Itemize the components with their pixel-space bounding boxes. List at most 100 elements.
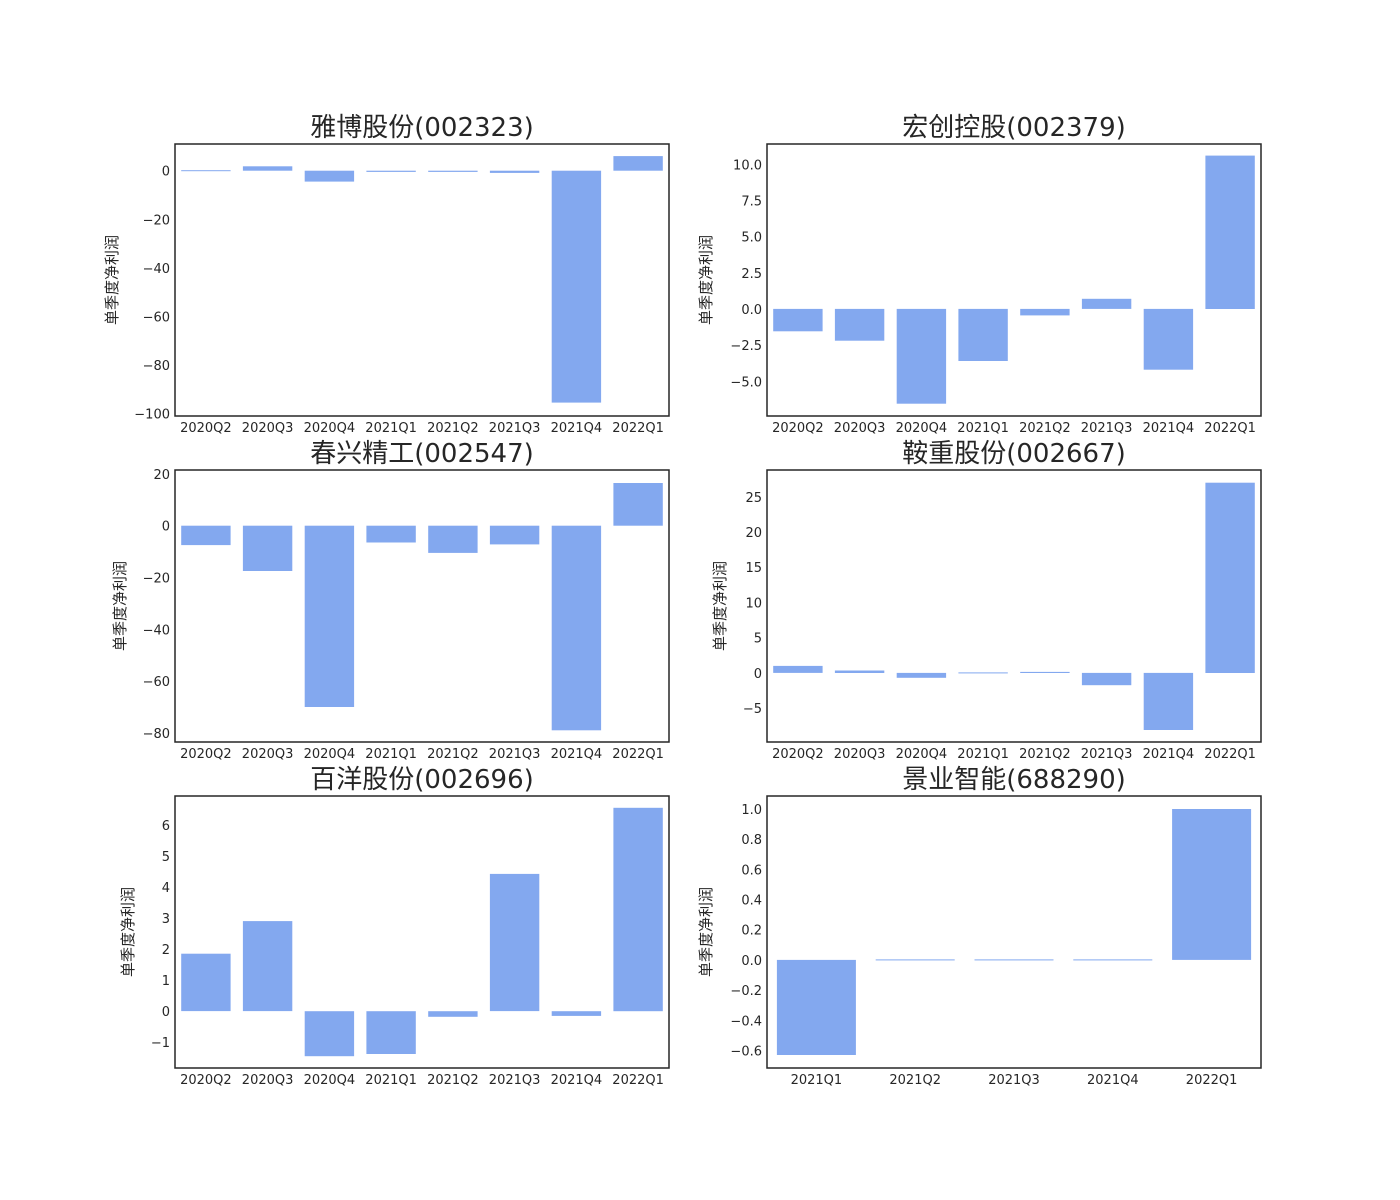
y-tick-label: −40 — [143, 623, 170, 638]
bar-2020Q4 — [896, 672, 947, 678]
x-tick-label: 2021Q1 — [791, 1073, 843, 1088]
bar-2021Q1 — [958, 672, 1008, 674]
bar-2021Q1 — [366, 525, 416, 543]
bar-2020Q2 — [181, 953, 231, 1012]
chart-panel-1: 2020Q2 2020Q3 2020Q4 2021Q1 2021Q2 2021Q3 2021… — [103, 113, 670, 436]
y-tick-label: 0.4 — [741, 894, 762, 909]
bar-2021Q3 — [1081, 298, 1132, 309]
x-tick-label: 2021Q2 — [427, 421, 479, 436]
y-tick-label: −2.5 — [730, 339, 762, 354]
y-tick-label: 0 — [162, 520, 170, 535]
bar-2020Q4 — [896, 308, 947, 404]
x-tick-label: 2021Q3 — [1081, 421, 1133, 436]
y-axis-label: 单季度净利润 — [119, 887, 137, 977]
bar-2021Q4 — [551, 1011, 602, 1016]
y-tick-label: −1 — [151, 1036, 170, 1051]
y-tick-label: 0.0 — [741, 303, 762, 318]
chart-panel-5: 2020Q2 2020Q3 2020Q4 2021Q1 2021Q2 2021Q3 2021… — [119, 765, 670, 1088]
x-tick-label: 2021Q4 — [1087, 1073, 1139, 1088]
x-tick-label: 2022Q1 — [1186, 1073, 1238, 1088]
bar-2021Q4 — [551, 170, 602, 403]
bar-2022Q1 — [1205, 155, 1255, 309]
x-tick-label: 2021Q3 — [489, 747, 541, 762]
y-tick-label: 10 — [745, 597, 762, 612]
bar-2022Q1 — [1172, 809, 1252, 960]
x-tick-label: 2020Q2 — [180, 747, 232, 762]
bar-2021Q3 — [489, 525, 540, 545]
y-tick-label: 7.5 — [741, 194, 762, 209]
y-tick-label: −5.0 — [730, 375, 762, 390]
chart-panel-6: 2021Q1 2021Q2 2021Q3 2021Q4 2022Q1 1.0 0.8 0.6 0… — [697, 765, 1262, 1088]
plot-frame — [174, 795, 670, 1069]
x-tick-label: 2020Q4 — [304, 421, 356, 436]
bar-2021Q2 — [428, 170, 478, 172]
bar-2022Q1 — [613, 156, 663, 171]
x-tick-label: 2020Q2 — [180, 421, 232, 436]
x-tick-label: 2021Q2 — [1019, 421, 1071, 436]
x-tick-label: 2021Q2 — [427, 1073, 479, 1088]
bar-2021Q4 — [551, 525, 602, 731]
x-tick-label: 2020Q3 — [242, 747, 294, 762]
chart-title: 雅博股份(002323) — [310, 113, 534, 143]
bar-2020Q2 — [773, 308, 823, 332]
y-axis-label: 单季度净利润 — [103, 235, 121, 325]
x-tick-label: 2021Q2 — [889, 1073, 941, 1088]
x-tick-label: 2021Q1 — [365, 421, 417, 436]
y-tick-label: 0 — [162, 165, 170, 180]
y-tick-label: 0 — [162, 1005, 170, 1020]
chart-title: 宏创控股(002379) — [902, 113, 1126, 143]
x-tick-label: 2021Q3 — [489, 1073, 541, 1088]
y-tick-label: 5 — [754, 632, 762, 647]
y-tick-label: 5 — [162, 850, 170, 865]
x-tick-label: 2021Q3 — [1081, 747, 1133, 762]
y-axis-label: 单季度净利润 — [697, 887, 715, 977]
x-tick-label: 2020Q4 — [304, 747, 356, 762]
x-tick-label: 2021Q1 — [957, 421, 1009, 436]
x-tick-label: 2022Q1 — [1204, 421, 1256, 436]
bar-2021Q1 — [958, 308, 1008, 361]
bar-2021Q3 — [489, 873, 540, 1012]
x-tick-label: 2022Q1 — [1204, 747, 1256, 762]
y-tick-label: 10.0 — [733, 158, 762, 173]
bar-2022Q1 — [613, 483, 663, 526]
bar-2021Q2 — [428, 1011, 478, 1017]
y-tick-label: 0.6 — [741, 863, 762, 878]
bar-2021Q1 — [366, 1011, 416, 1054]
plot-frame — [174, 469, 670, 743]
y-tick-label: −0.2 — [730, 984, 762, 999]
x-tick-label: 2021Q1 — [957, 747, 1009, 762]
bar-2020Q3 — [834, 308, 885, 341]
y-axis-label: 单季度净利润 — [697, 235, 715, 325]
bar-2021Q4 — [1143, 672, 1194, 730]
bar-2020Q3 — [242, 525, 293, 571]
bar-2021Q1 — [366, 170, 416, 172]
y-tick-label: −0.4 — [730, 1014, 762, 1029]
bar-2020Q4 — [304, 1011, 355, 1057]
chart-title: 春兴精工(002547) — [310, 439, 534, 469]
x-tick-label: 2020Q2 — [772, 421, 824, 436]
bar-2021Q3 — [1081, 672, 1132, 686]
x-tick-label: 2020Q4 — [896, 421, 948, 436]
y-tick-label: 4 — [162, 881, 170, 896]
bar-2020Q2 — [773, 665, 823, 673]
y-tick-label: −40 — [143, 262, 170, 277]
bar-2021Q4 — [1073, 959, 1153, 961]
y-tick-label: −60 — [143, 310, 170, 325]
x-tick-label: 2020Q2 — [180, 1073, 232, 1088]
x-tick-label: 2020Q4 — [896, 747, 948, 762]
x-tick-label: 2021Q4 — [1143, 747, 1195, 762]
y-tick-label: 0.8 — [741, 833, 762, 848]
x-tick-label: 2022Q1 — [612, 421, 664, 436]
y-tick-label: −80 — [143, 727, 170, 742]
x-tick-label: 2022Q1 — [612, 747, 664, 762]
x-tick-label: 2020Q3 — [834, 747, 886, 762]
y-tick-label: 25 — [745, 491, 762, 506]
bar-2020Q3 — [834, 670, 885, 673]
bar-2022Q1 — [1205, 482, 1255, 673]
bar-2020Q2 — [181, 525, 231, 546]
y-tick-label: 2.5 — [741, 267, 762, 282]
x-tick-label: 2021Q2 — [1019, 747, 1071, 762]
y-tick-label: −80 — [143, 359, 170, 374]
bar-2020Q3 — [242, 921, 293, 1012]
